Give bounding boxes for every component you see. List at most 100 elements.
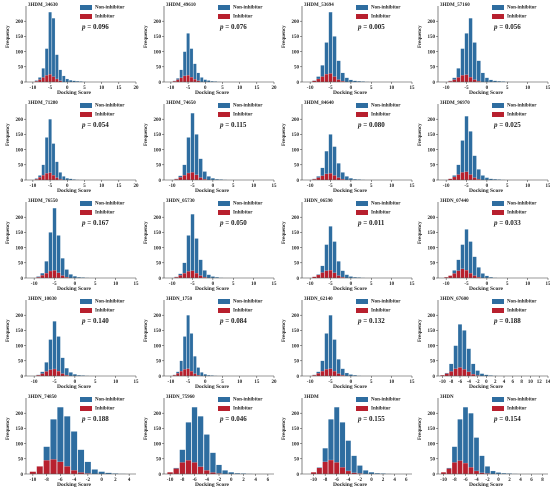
y-tick-label: 150 xyxy=(292,35,300,40)
legend-swatch xyxy=(80,112,92,117)
x-tick-label: -6 xyxy=(463,478,468,483)
y-tick-label: 150 xyxy=(154,329,162,334)
p-value: = 0.056 xyxy=(499,23,521,31)
x-tick-label: 15 xyxy=(546,282,550,287)
panel-title: 3HDM_34630 xyxy=(28,3,58,8)
x-tick-label: 0 xyxy=(486,184,489,189)
p-value: = 0.054 xyxy=(87,121,109,129)
y-tick-label: 200 xyxy=(292,216,300,221)
inhibitor-bar xyxy=(324,173,329,181)
p-value: = 0.115 xyxy=(225,121,247,129)
histogram-panel: 0 50 100 150 200 -10 -8 -6 -4 -2 0 2 4 3HDN_74850 Non-… xyxy=(6,394,138,490)
histogram-panel: 0 50 100 150 200 -10 -5 0 5 10 15 20 3HDN_1750 Non-in… xyxy=(144,296,277,392)
y-axis-label: Frequency xyxy=(6,417,11,440)
x-tick-label: 15 xyxy=(410,184,416,189)
non-inhibitor-bar xyxy=(203,434,210,475)
non-inhibitor-bar xyxy=(186,33,190,83)
inhibitor-bar xyxy=(448,275,453,279)
inhibitor-bar xyxy=(336,373,341,377)
legend-swatch xyxy=(218,397,230,402)
inhibitor-bar xyxy=(336,275,341,279)
y-tick-label: 100 xyxy=(292,344,300,349)
legend-swatch xyxy=(80,14,92,19)
y-axis-label: Frequency xyxy=(418,221,423,244)
legend-label: Inhibitor xyxy=(507,112,527,118)
non-inhibitor-bar xyxy=(476,267,481,279)
legend-swatch xyxy=(80,299,92,304)
legend-item-non-inhibitor: Non-inhibitor xyxy=(218,299,262,305)
x-tick-label: 5 xyxy=(94,282,97,287)
inhibitor-bar xyxy=(320,175,325,181)
x-tick-label: -5 xyxy=(48,184,53,189)
x-axis-label: Docking Score xyxy=(333,384,367,390)
x-tick-label: -5 xyxy=(190,282,195,287)
histogram-panel: 0 50 100 150 200 -10 -5 0 5 10 15 20 3HDM_34630 Non-i… xyxy=(6,2,139,98)
legend-item-inhibitor: Inhibitor xyxy=(218,308,252,314)
non-inhibitor-bar xyxy=(52,207,57,279)
legend-swatch xyxy=(492,299,504,304)
inhibitor-bar xyxy=(468,77,473,83)
legend-label: Non-inhibitor xyxy=(371,397,401,403)
p-value: = 0.132 xyxy=(363,317,385,325)
histogram-plot: 0 50 100 150 200 -10 -5 0 5 10 15 20 xyxy=(154,6,278,91)
x-tick-label: 20 xyxy=(272,86,278,91)
histogram-panel: 0 50 100 150 200 -10 -5 0 5 10 15 20 3HDM_71280 Non-i… xyxy=(6,100,139,196)
non-inhibitor-bar xyxy=(62,75,66,83)
inhibitor-bar xyxy=(316,274,321,279)
x-axis-label: Docking Score xyxy=(333,286,367,292)
inhibitor-bar xyxy=(203,470,210,475)
non-inhibitor-bar xyxy=(198,259,203,279)
non-inhibitor-bar xyxy=(340,72,345,83)
legend-label: Inhibitor xyxy=(95,210,115,216)
legend-swatch xyxy=(492,103,504,108)
x-tick-label: 10 xyxy=(389,86,395,91)
x-tick-label: 15 xyxy=(410,282,416,287)
x-tick-label: -10 xyxy=(30,478,37,483)
histogram-plot: 0 50 100 150 200 -10 -8 -6 -4 -2 0 2 4 6 8 xyxy=(428,398,548,483)
legend-label: Non-inhibitor xyxy=(233,397,263,403)
histogram-panel: 0 50 100 150 200 -10 -5 0 5 10 15 3HDM_96970 Non-inh… xyxy=(418,100,550,196)
y-tick-label: 200 xyxy=(154,314,162,319)
non-inhibitor-bar xyxy=(216,464,222,475)
x-tick-label: 0 xyxy=(204,380,207,385)
histogram-panel: 0 50 100 150 200 -10 -5 0 5 10 15 3HDM_84640 Non-inh… xyxy=(282,100,416,196)
non-inhibitor-bar xyxy=(475,370,480,377)
inhibitor-bar xyxy=(173,468,180,475)
inhibitor-bar xyxy=(57,461,64,475)
panel-title: 3HDN_62140 xyxy=(304,297,333,302)
histogram-plot: 0 50 100 150 200 -10 -8 -6 -4 -2 0 2 4 6 8 10 12 14 xyxy=(428,300,550,385)
p-symbol: p xyxy=(220,23,224,31)
p-value-annotation: p = 0.188 xyxy=(82,415,109,423)
x-tick-label: -5 xyxy=(464,184,469,189)
x-tick-label: -10 xyxy=(167,478,174,483)
x-tick-label: 4 xyxy=(503,380,506,385)
histogram-plot: 0 50 100 150 200 -10 -5 0 5 10 15 20 xyxy=(16,104,139,189)
x-tick-label: 0 xyxy=(350,86,353,91)
y-tick-label: 200 xyxy=(428,216,436,221)
histogram-plot: 0 50 100 150 200 -10 -5 0 5 10 15 20 xyxy=(154,300,277,385)
legend-label: Non-inhibitor xyxy=(371,299,401,305)
inhibitor-bar xyxy=(460,172,465,181)
legend-label: Inhibitor xyxy=(233,14,253,20)
y-tick-label: 50 xyxy=(294,164,300,169)
non-inhibitor-bar xyxy=(332,339,337,377)
inhibitor-bar xyxy=(52,270,57,279)
legend-swatch xyxy=(80,201,92,206)
inhibitor-bar xyxy=(51,76,56,83)
inhibitor-bar xyxy=(336,177,341,181)
inhibitor-bar xyxy=(460,75,465,83)
panel-title: 3HDM_96970 xyxy=(440,101,470,106)
p-value: = 0.005 xyxy=(363,23,385,31)
y-tick-label: 100 xyxy=(16,246,24,251)
non-inhibitor-bar xyxy=(52,321,57,377)
y-tick-label: 50 xyxy=(294,262,300,267)
y-tick-label: 150 xyxy=(428,329,436,334)
inhibitor-bar xyxy=(51,175,56,181)
x-tick-label: 5 xyxy=(506,282,509,287)
p-value: = 0.096 xyxy=(87,23,109,31)
x-tick-label: -10 xyxy=(169,184,176,189)
y-tick-label: 0 xyxy=(159,81,162,86)
y-axis-label: Frequency xyxy=(144,221,149,244)
inhibitor-bar xyxy=(444,373,449,377)
legend-swatch xyxy=(80,406,92,411)
